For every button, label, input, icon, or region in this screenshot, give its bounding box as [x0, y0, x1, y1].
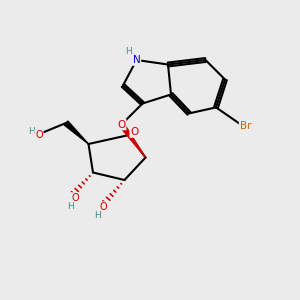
Text: H: H [125, 47, 131, 56]
Polygon shape [119, 123, 146, 158]
Text: O: O [35, 130, 43, 140]
Text: O: O [117, 119, 126, 130]
Text: O: O [100, 202, 107, 212]
Text: H: H [28, 128, 35, 136]
Text: N: N [133, 55, 140, 65]
Text: O: O [130, 127, 139, 137]
Text: O: O [71, 193, 79, 203]
Polygon shape [64, 121, 88, 144]
Text: H: H [67, 202, 74, 211]
Text: H: H [94, 211, 101, 220]
Text: Br: Br [240, 121, 251, 131]
